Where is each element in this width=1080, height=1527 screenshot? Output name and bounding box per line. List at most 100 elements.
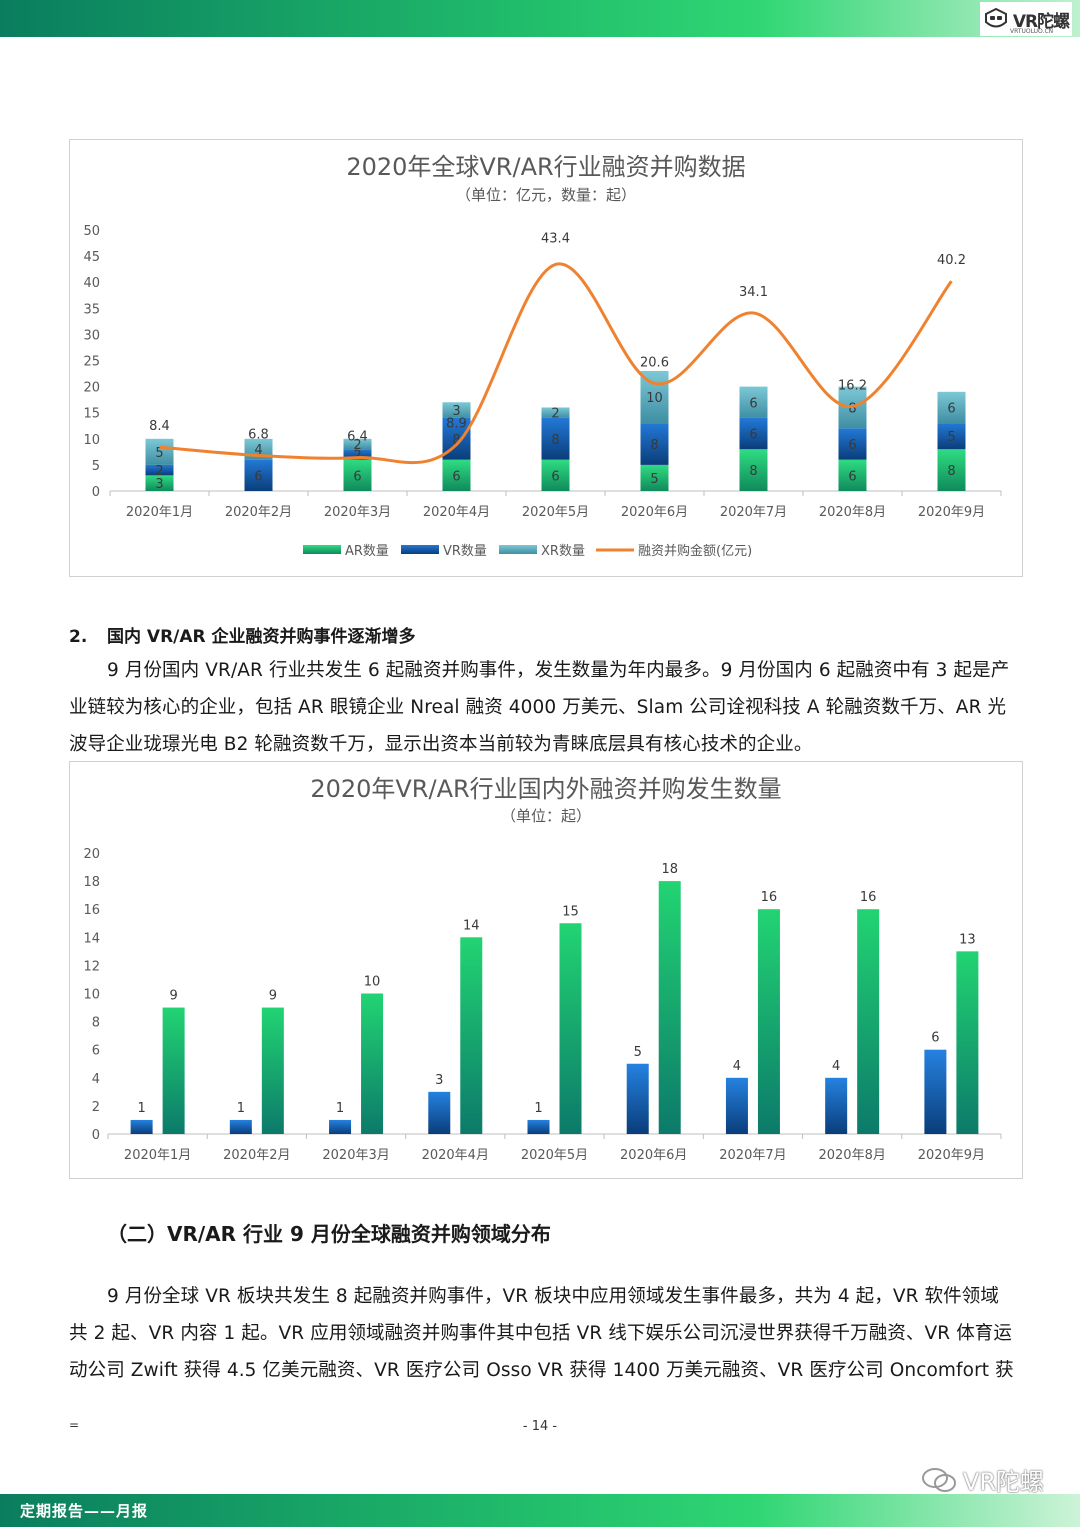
bar-segment [541,417,570,460]
chart-funding-global: 2020年全球VR/AR行业融资并购数据 （单位：亿元，数量：起） 0 5 10 15 20… [69,139,1023,577]
y-tick-label: 20 [83,381,100,396]
bar-segment [640,423,669,465]
y-tick-label: 25 [83,355,100,370]
bar-segment [937,449,966,491]
bar [261,1007,284,1134]
bar [626,1063,649,1134]
bar-data-label: 1 [534,1101,542,1116]
bar [924,1049,947,1134]
bar-segment [937,423,966,450]
bar-data-label: 10 [364,975,381,990]
bar-segment [838,459,867,491]
x-tick-label: 2020年3月 [324,505,391,520]
bar-data-label: 6 [452,469,460,484]
report-type-label: 定期报告——月报 [20,1502,149,1520]
bar-data-label: 2 [155,464,163,479]
y-tick-label: 16 [83,903,100,918]
chart-count-svg: 2020年VR/AR行业国内外融资并购发生数量（单位：起）02468101214… [83,775,1002,1163]
line-data-label: 20.6 [640,355,669,370]
bar-segment [937,391,966,424]
y-tick-label: 6 [92,1044,100,1059]
bar-segment [145,438,174,465]
x-tick-label: 2020年1月 [124,1148,191,1163]
bar-data-label: 10 [646,391,663,406]
bar [857,909,880,1134]
bar-data-label: 6 [931,1031,939,1046]
footer-mark: = [69,1418,80,1432]
legend-label: VR数量 [443,544,487,559]
chart-subtitle: （单位：起） [501,807,591,825]
bar-data-label: 16 [761,890,778,905]
paragraph-line: 9 月份全球 VR 板块共发生 8 起融资并购事件，VR 板块中应用领域发生事件… [107,1286,999,1307]
bar-segment [739,417,768,450]
page-number: - 14 - [522,1419,558,1434]
bar-data-label: 5 [634,1045,642,1060]
bar-data-label: 6 [848,438,856,453]
chart-title: 2020年VR/AR行业国内外融资并购发生数量 [310,775,781,803]
bar [527,1119,550,1134]
bar-data-label: 6 [749,428,757,443]
x-tick-label: 2020年2月 [225,505,292,520]
bar-data-label: 3 [155,477,163,492]
chart-title: 2020年全球VR/AR行业融资并购数据 [346,153,745,181]
bar-data-label: 1 [237,1101,245,1116]
bar-data-label: 1 [137,1101,145,1116]
y-tick-label: 20 [83,847,100,862]
bar-segment [739,449,768,491]
line-data-label: 43.4 [541,231,570,246]
y-tick-label: 35 [83,302,100,317]
x-tick-label: 2020年4月 [423,505,490,520]
bar-data-label: 18 [661,862,678,877]
y-tick-label: 40 [83,276,100,291]
bar [162,1007,185,1134]
chart-count-domestic-foreign: 2020年VR/AR行业国内外融资并购发生数量 （单位：起） 0 2 4 6 8 10 12 14… [69,761,1023,1179]
bar-data-label: 8 [650,438,658,453]
bar-data-label: 5 [155,446,163,461]
bar-data-label: 3 [452,404,460,419]
bar [757,909,780,1134]
footer-bar: 定期报告——月报 [0,1494,1080,1527]
bar-data-label: 8 [551,433,559,448]
x-tick-label: 2020年6月 [620,1148,687,1163]
legend-label: XR数量 [541,544,585,559]
x-tick-label: 2020年3月 [322,1148,389,1163]
x-tick-label: 2020年9月 [918,1148,985,1163]
bar-data-label: 6 [353,469,361,484]
bar-segment [343,449,372,460]
bar [559,923,582,1134]
bar-data-label: 2 [353,448,361,463]
line-series-amount [159,262,953,465]
x-tick-label: 2020年9月 [918,505,985,520]
bar [460,937,483,1134]
bar-data-label: 2 [353,438,361,453]
x-tick-label: 2020年1月 [126,505,193,520]
line-data-label: 34.1 [739,285,768,300]
bar-data-label: 6 [848,469,856,484]
bar-segment [442,459,471,491]
paragraph-domestic: 9 月份国内 VR/AR 行业共发生 6 起融资并购事件，发生数量为年内最多。9… [69,652,1024,763]
y-tick-label: 14 [83,931,100,946]
paragraph-line: 9 月份国内 VR/AR 行业共发生 6 起融资并购事件，发生数量为年内最多。9… [107,660,1010,681]
brand-logo: VR陀螺 VRTUOLUO.CN [980,2,1072,36]
vr-goggle-icon [984,7,1007,28]
chart-funding-global-svg: 2020年全球VR/AR行业融资并购数据 （单位：亿元，数量：起） 0 5 10 15 20… [83,153,1002,559]
bar-data-label: 9 [269,989,277,1004]
bar-data-label: 8 [848,401,856,416]
bar-data-label: 5 [650,472,658,487]
y-tick-label: 10 [83,433,100,448]
bar-segment [145,475,174,491]
paragraph-line: 动公司 Zwift 获得 4.5 亿美元融资、VR 医疗公司 Osso VR 获… [69,1360,1014,1381]
x-tick-label: 2020年4月 [422,1148,489,1163]
subsection-heading: （二）VR/AR 行业 9 月份全球融资并购领域分布 [107,1222,551,1246]
x-tick-label: 2020年7月 [719,1148,786,1163]
header-bar: VR陀螺 VRTUOLUO.CN [0,0,1080,37]
chart-subtitle: （单位：亿元，数量：起） [456,186,636,204]
bar-data-label: 13 [959,932,976,947]
bar-data-label: 15 [562,904,579,919]
bar-segment [343,459,372,491]
bar-segment [442,402,471,418]
bar-data-label: 8 [749,464,757,479]
y-tick-label: 0 [92,1128,100,1143]
line-data-label: 8.9 [446,417,467,432]
y-tick-label: 15 [83,407,100,422]
